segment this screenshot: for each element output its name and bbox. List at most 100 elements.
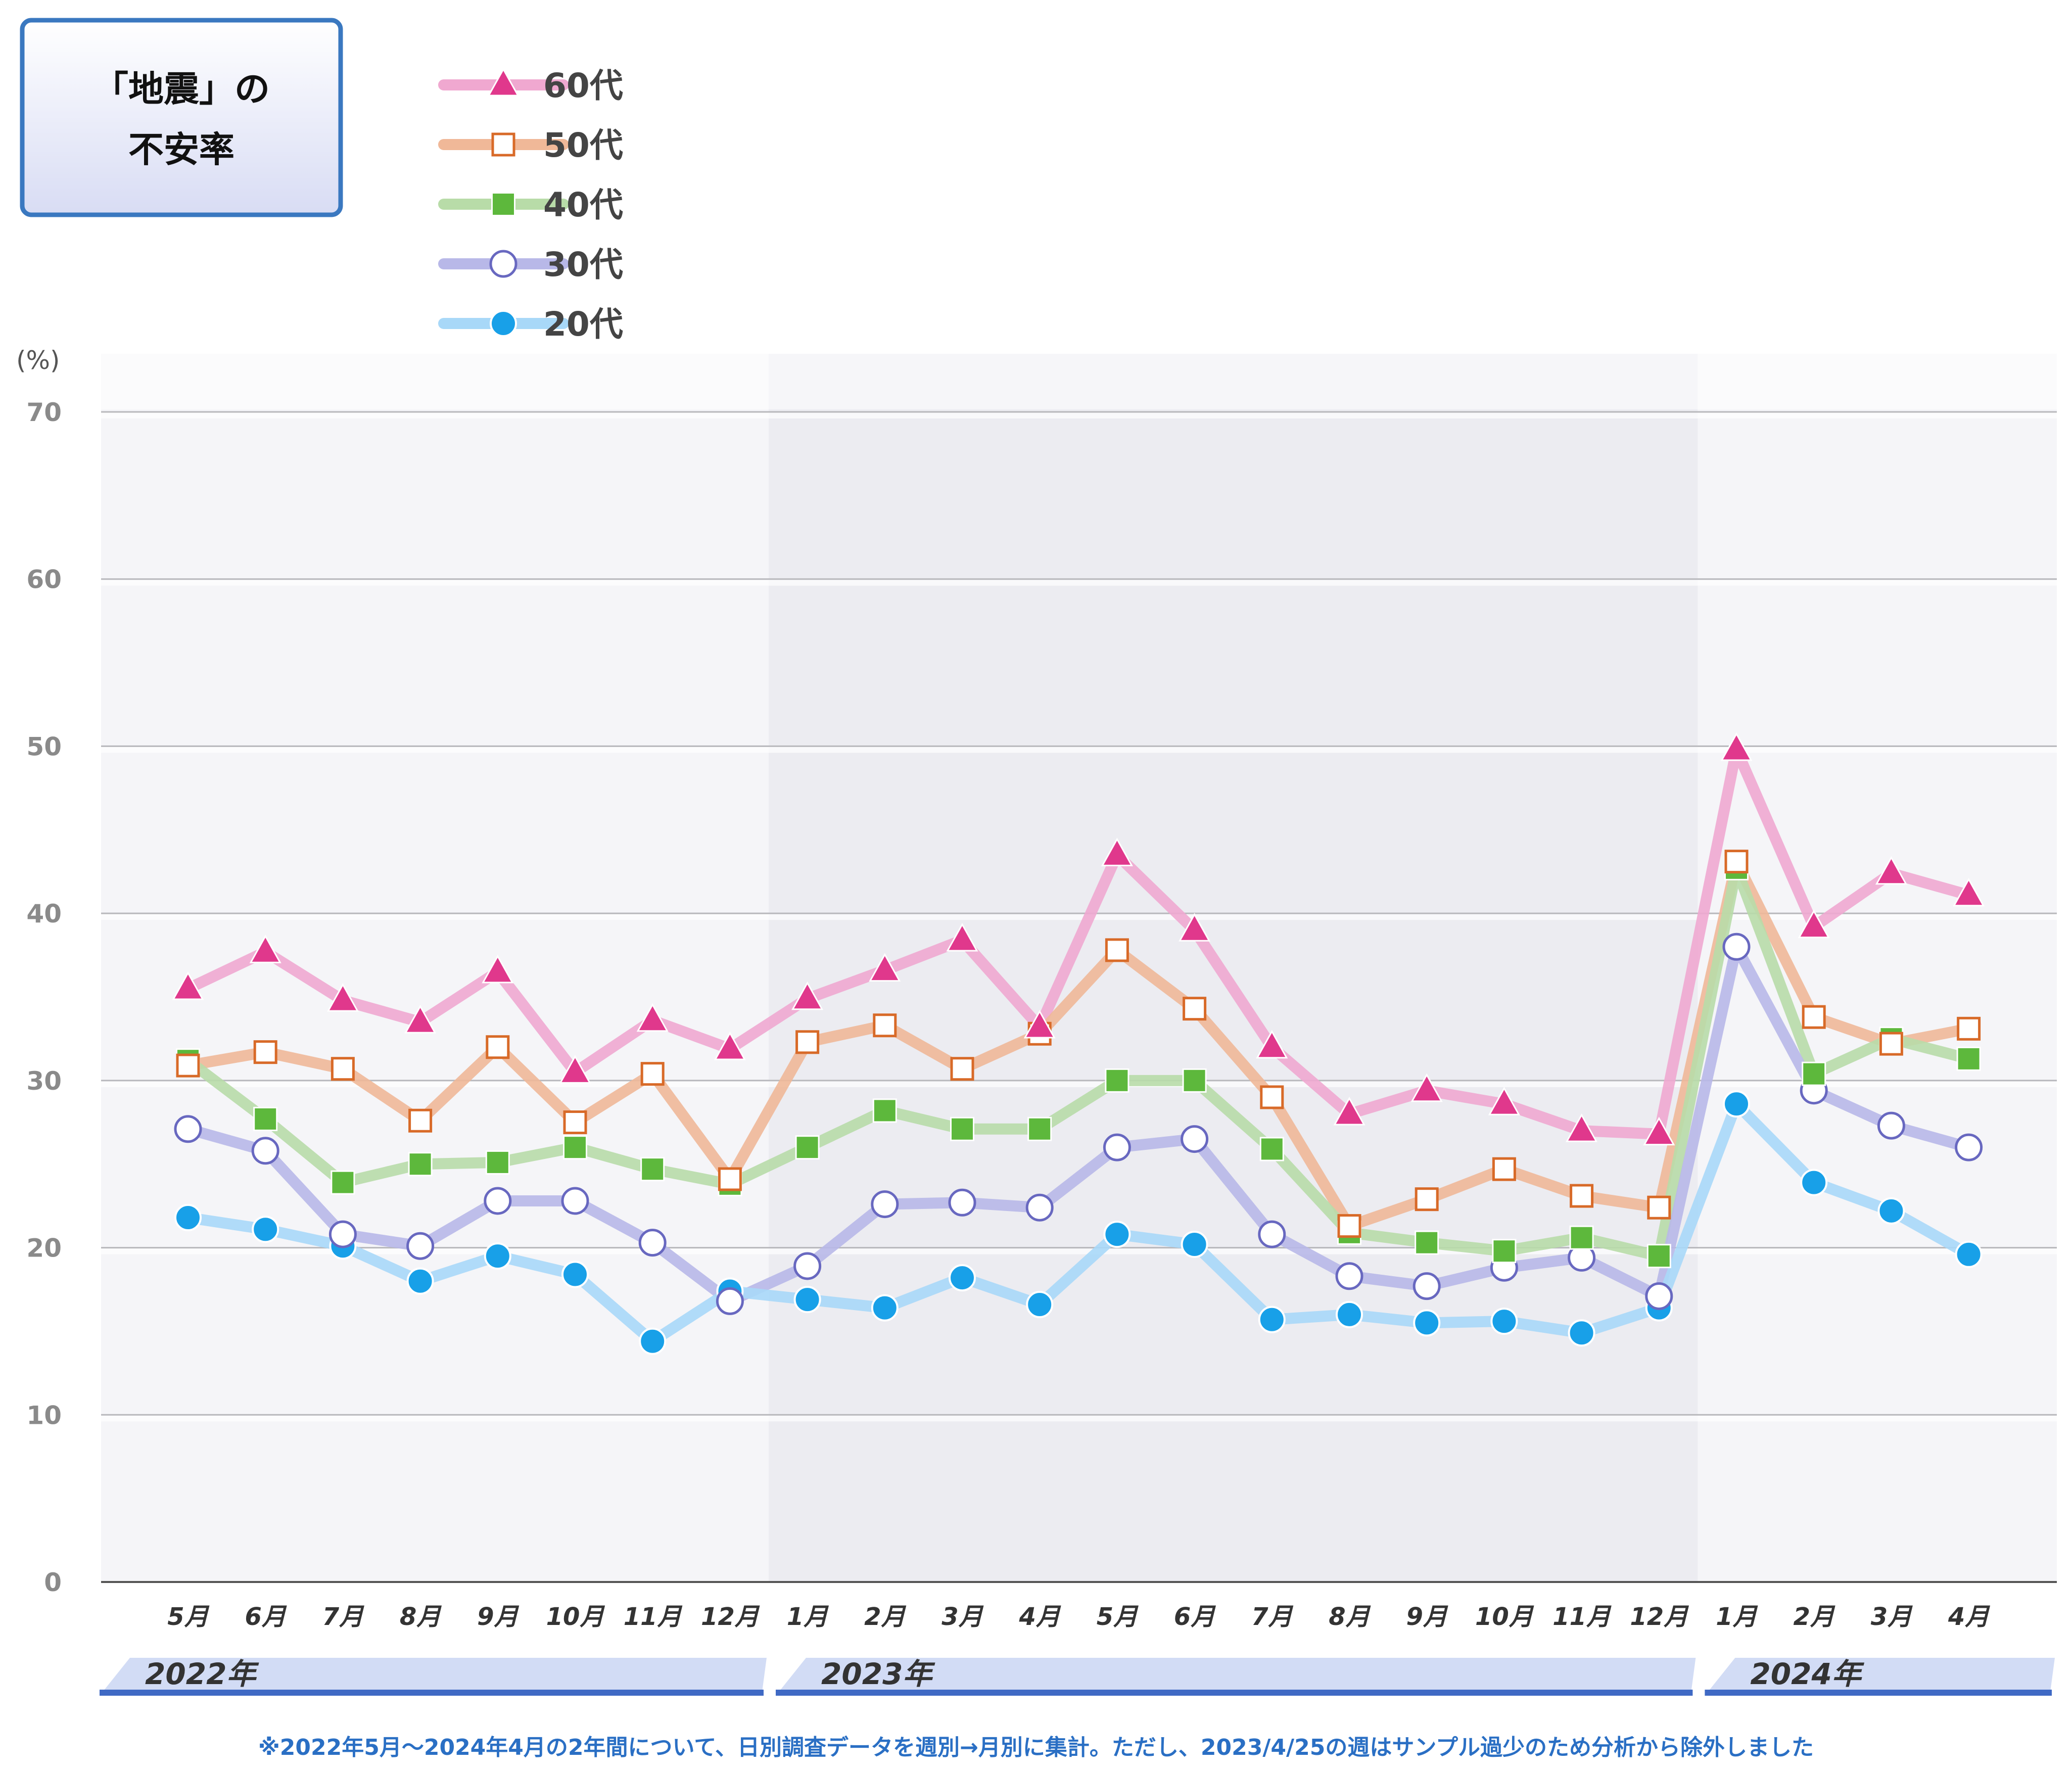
data-point-20代 — [1723, 1090, 1750, 1118]
data-point-50代 — [1802, 1005, 1826, 1029]
data-point-30代 — [251, 1137, 279, 1165]
data-point-50代 — [1492, 1157, 1516, 1181]
data-point-20代 — [1568, 1319, 1595, 1347]
year-bar-0 — [100, 1658, 767, 1696]
x-tick-label: 8月 — [1329, 1603, 1371, 1631]
legend-marker-20代 — [490, 310, 517, 337]
title-line-1: 「地震」の — [93, 68, 270, 110]
data-point-20代 — [1336, 1300, 1363, 1328]
series-markers — [172, 732, 1985, 1355]
data-point-30代 — [484, 1187, 512, 1215]
data-point-60代 — [1643, 1116, 1675, 1146]
data-point-50代 — [718, 1167, 742, 1191]
data-point-40代 — [408, 1152, 433, 1177]
data-point-20代 — [793, 1286, 821, 1314]
data-point-60代 — [1566, 1113, 1598, 1142]
data-point-60代 — [482, 954, 514, 984]
data-point-50代 — [563, 1110, 587, 1135]
data-point-40代 — [1027, 1116, 1052, 1141]
data-point-40代 — [872, 1098, 897, 1123]
data-point-20代 — [1490, 1308, 1518, 1335]
data-point-60代 — [1179, 913, 1211, 942]
data-point-60代 — [1875, 856, 1907, 885]
data-point-20代 — [871, 1294, 899, 1322]
y-tick-label: 0 — [44, 1568, 62, 1597]
year-label: 2022年 — [145, 1657, 259, 1691]
data-point-40代 — [485, 1150, 510, 1175]
data-point-60代 — [326, 983, 359, 1012]
data-point-60代 — [714, 1031, 746, 1060]
year-bars: 2022年 2023年 2024年 — [100, 1657, 2055, 1696]
year-bar-underline-2 — [1705, 1690, 2052, 1696]
data-point-50代 — [1337, 1214, 1361, 1238]
data-point-50代 — [176, 1053, 200, 1078]
legend-marker-30代 — [489, 250, 517, 278]
series-line-40代 — [182, 862, 1974, 1262]
data-point-40代 — [1956, 1046, 1981, 1071]
data-point-40代 — [1492, 1239, 1517, 1264]
footnote: ※2022年5月～2024年4月の2年間について、日別調査データを週別→月別に集… — [258, 1735, 1814, 1760]
data-point-60代 — [946, 922, 978, 952]
data-point-60代 — [559, 1055, 591, 1084]
data-point-50代 — [253, 1040, 277, 1064]
data-point-60代 — [1798, 909, 1830, 939]
data-point-20代 — [174, 1204, 202, 1232]
data-point-60代 — [869, 953, 901, 982]
data-point-50代 — [408, 1108, 433, 1133]
x-tick-label: 5月 — [1097, 1603, 1139, 1631]
data-point-30代 — [1258, 1220, 1286, 1248]
data-point-60代 — [404, 1005, 437, 1034]
data-point-60代 — [1720, 732, 1753, 761]
data-point-50代 — [640, 1062, 665, 1086]
title-line-2: 不安率 — [128, 129, 234, 170]
legend-label: 20代 — [543, 305, 623, 344]
data-point-30代 — [1412, 1272, 1441, 1300]
data-point-60代 — [1101, 837, 1133, 866]
data-point-20代 — [1103, 1221, 1131, 1248]
plot-background — [101, 354, 2057, 1582]
x-tick-label: 5月 — [167, 1603, 209, 1631]
data-point-20代 — [561, 1261, 589, 1288]
data-point-30代 — [1955, 1133, 1983, 1161]
data-point-50代 — [486, 1035, 510, 1059]
y-tick-label: 40 — [26, 899, 62, 928]
data-point-40代 — [1259, 1137, 1284, 1161]
data-point-30代 — [1645, 1282, 1673, 1310]
data-point-40代 — [253, 1106, 278, 1131]
y-tick-label: 30 — [26, 1066, 62, 1096]
data-point-20代 — [1181, 1230, 1208, 1258]
data-point-30代 — [1335, 1262, 1363, 1290]
data-point-40代 — [640, 1157, 665, 1182]
x-tick-label: 11月 — [1552, 1603, 1612, 1631]
y-tick-label: 50 — [26, 732, 62, 761]
data-point-30代 — [948, 1188, 976, 1217]
gridline-highlight — [101, 1247, 2057, 1254]
x-tick-label: 6月 — [1174, 1603, 1216, 1631]
data-point-20代 — [1955, 1240, 1983, 1268]
gridline-highlight — [101, 578, 2057, 586]
x-tick-label: 1月 — [787, 1603, 829, 1631]
data-point-20代 — [1026, 1291, 1054, 1319]
x-tick-label: 7月 — [322, 1603, 364, 1631]
data-point-40代 — [1569, 1225, 1594, 1250]
year-bar-underline-0 — [100, 1690, 764, 1696]
legend-marker-50代 — [491, 132, 515, 157]
data-point-60代 — [172, 971, 204, 1000]
data-point-50代 — [1570, 1184, 1594, 1208]
x-tick-label: 3月 — [941, 1603, 983, 1631]
data-point-20代 — [1877, 1197, 1905, 1225]
data-point-50代 — [795, 1030, 820, 1054]
legend-label: 60代 — [543, 66, 623, 105]
data-point-20代 — [639, 1327, 667, 1355]
top-fade — [101, 354, 2057, 409]
data-point-30代 — [638, 1229, 667, 1257]
x-tick-label: 4月 — [1018, 1603, 1061, 1631]
title-box: 「地震」の 不安率 — [20, 18, 343, 217]
data-point-60代 — [249, 935, 281, 963]
x-tick-label: 2月 — [864, 1603, 906, 1631]
data-point-30代 — [871, 1190, 899, 1219]
legend-label: 40代 — [543, 185, 623, 224]
data-point-20代 — [1800, 1169, 1828, 1196]
x-tick-label: 9月 — [1406, 1603, 1448, 1631]
year-label: 2024年 — [1750, 1657, 1864, 1691]
